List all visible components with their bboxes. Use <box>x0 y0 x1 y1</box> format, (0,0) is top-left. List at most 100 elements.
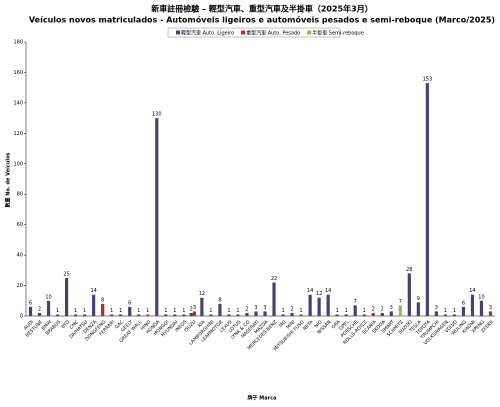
data-label: 12 <box>316 291 322 297</box>
data-label: 1 <box>345 308 348 314</box>
bar <box>407 273 411 316</box>
bar <box>263 311 267 316</box>
y-tick-label: 20 <box>17 283 23 289</box>
data-label: 1 <box>74 308 77 314</box>
chart-title: 新車註冊檢驗 – 輕型汽車、重型汽車及半掛車（2025年3月） <box>151 4 372 14</box>
data-label: 3 <box>254 305 257 311</box>
data-label: 3 <box>435 305 438 311</box>
bar <box>173 314 177 316</box>
bar <box>389 311 393 316</box>
bar <box>28 306 33 316</box>
bar <box>470 294 475 316</box>
bar <box>200 297 204 316</box>
bar <box>101 303 105 316</box>
bar <box>37 312 42 316</box>
x-axis-title: 牌子 Marca <box>248 395 277 402</box>
bar <box>452 314 457 316</box>
bar <box>119 314 123 316</box>
data-label: 2 <box>190 306 193 312</box>
x-tick-label: NIO <box>313 319 323 329</box>
data-label: 8 <box>218 297 221 303</box>
x-tick-label: NETA <box>302 319 315 332</box>
bar <box>272 282 276 316</box>
x-tick-label: BYD <box>60 319 71 330</box>
x-tick-label: ORA <box>330 319 342 331</box>
data-label: 153 <box>423 77 433 83</box>
data-label: 14 <box>325 288 331 294</box>
bar <box>92 294 96 316</box>
data-label: 1 <box>227 308 230 314</box>
bar <box>380 312 384 316</box>
data-label: 1 <box>182 308 185 314</box>
data-label: 14 <box>469 288 475 294</box>
legend-swatch <box>176 30 180 35</box>
bar <box>281 314 285 316</box>
data-label: 1 <box>173 308 176 314</box>
data-label: 7 <box>354 299 357 305</box>
legend-label: 重型汽車 Auto. Pesado <box>246 29 300 36</box>
bar <box>227 314 231 316</box>
bar <box>74 314 78 316</box>
y-tick-label: 80 <box>17 192 23 198</box>
bar <box>461 306 466 316</box>
data-label: 1 <box>453 308 456 314</box>
bar <box>317 297 321 316</box>
bar <box>326 294 330 316</box>
bar <box>55 314 60 316</box>
bar <box>83 314 87 316</box>
bar <box>353 305 357 316</box>
y-tick-label: 60 <box>17 222 23 228</box>
y-axis-title: 數量 No. de Veículos <box>5 152 12 207</box>
data-label: 9 <box>417 296 420 302</box>
data-label: 2 <box>372 306 375 312</box>
data-label: 6 <box>462 300 465 306</box>
x-tick-label: MG <box>278 319 288 329</box>
x-tick-label: MINI <box>285 319 296 330</box>
bar <box>254 311 258 316</box>
bar <box>335 314 339 316</box>
data-label: 3 <box>489 305 492 311</box>
data-label: 10 <box>45 294 51 300</box>
legend-swatch <box>307 30 312 35</box>
bar <box>146 314 150 316</box>
bar <box>299 314 303 316</box>
data-label: 28 <box>406 267 412 273</box>
data-label: 1 <box>299 308 302 314</box>
data-label: 6 <box>29 300 32 306</box>
data-label: 6 <box>128 300 131 306</box>
bar <box>398 305 402 316</box>
y-tick-label: 120 <box>13 131 23 137</box>
bar <box>209 314 213 316</box>
data-label: 2 <box>245 306 248 312</box>
data-label: 130 <box>152 112 162 118</box>
y-tick-label: 0 <box>20 314 23 320</box>
bar <box>290 312 294 316</box>
data-label: 1 <box>110 308 113 314</box>
data-label: 7 <box>399 299 402 305</box>
data-label: 1 <box>363 308 366 314</box>
x-tick-label: KIA <box>197 319 207 329</box>
data-label: 1 <box>444 308 447 314</box>
x-tick-label: GAC <box>114 319 125 330</box>
y-tick-label: 40 <box>17 253 23 259</box>
data-label: 8 <box>101 297 104 303</box>
data-label: 10 <box>478 294 484 300</box>
data-label: 2 <box>38 306 41 312</box>
y-tick-label: 100 <box>13 161 23 167</box>
data-label: 1 <box>164 308 167 314</box>
x-tick-label: CMC <box>68 319 80 331</box>
y-tick-label: 140 <box>13 100 23 106</box>
data-label: 1 <box>137 308 140 314</box>
data-label: 1 <box>336 308 339 314</box>
bar <box>155 118 159 316</box>
bar <box>308 294 312 316</box>
bar <box>434 311 438 316</box>
bar <box>488 311 493 316</box>
legend-swatch <box>241 30 246 35</box>
y-tick-label: 180 <box>13 40 23 46</box>
bar <box>164 314 168 316</box>
bar <box>128 306 132 316</box>
data-label: 1 <box>236 308 239 314</box>
data-label: 1 <box>119 308 122 314</box>
